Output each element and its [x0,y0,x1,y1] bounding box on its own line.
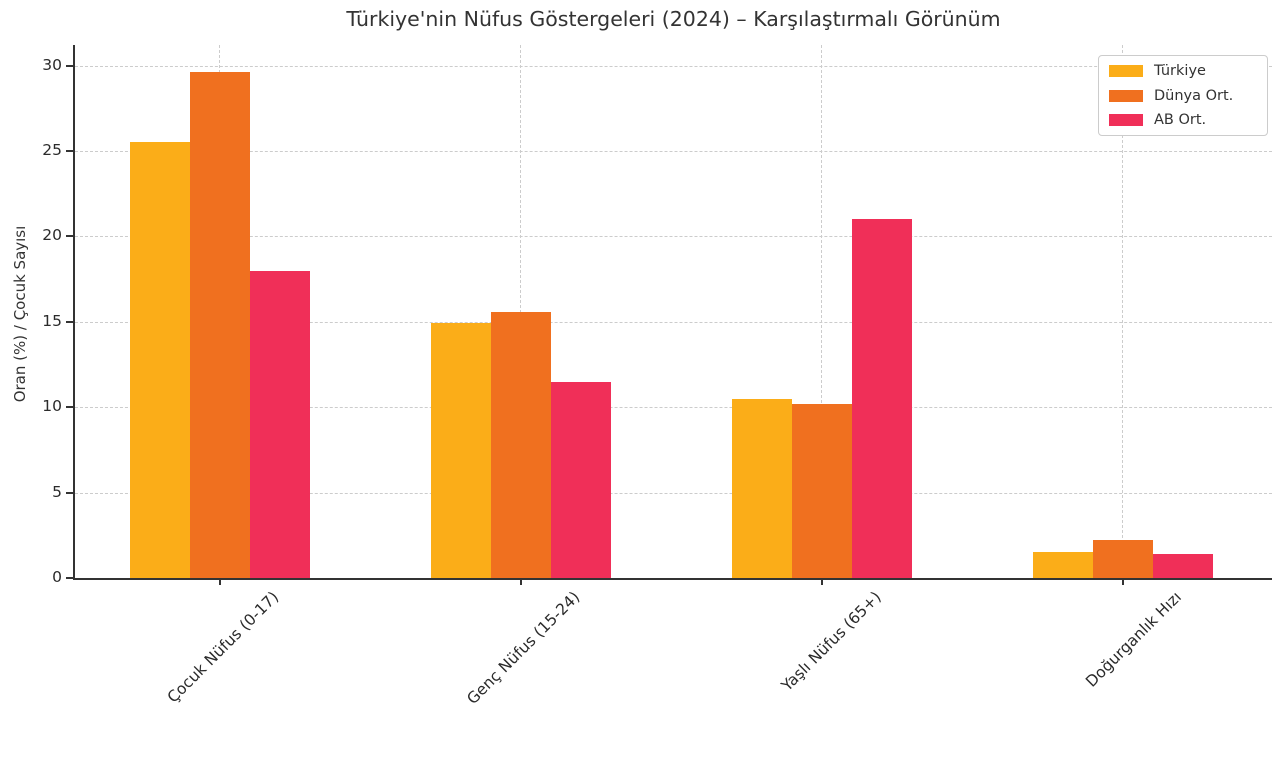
bar [851,219,912,578]
y-tick-label: 0 [52,568,62,586]
legend-swatch [1109,89,1143,102]
y-tick-label: 5 [52,482,62,501]
legend-label: AB Ort. [1154,112,1207,128]
bar [189,72,250,578]
legend-label: Dünya Ort. [1154,87,1234,104]
bar [731,398,792,578]
horizontal-gridline [75,492,1272,494]
legend-swatch [1109,65,1143,77]
bar [550,381,611,578]
x-tick-label: Doğurganlık Hızı [1082,588,1186,691]
y-tick-label: 20 [42,226,62,245]
x-tick-mark [218,578,221,585]
legend-item: AB Ort. [1109,112,1257,128]
bar [1032,552,1093,578]
horizontal-gridline [75,321,1272,323]
plot-area [75,45,1272,578]
bar [129,142,190,578]
legend-label: Türkiye [1154,63,1206,79]
y-tick-mark [66,149,73,152]
legend-item: Dünya Ort. [1109,88,1257,104]
bar [430,323,491,578]
bar [490,311,551,578]
x-tick-mark [519,578,522,585]
y-tick-label: 10 [42,397,62,416]
bar [249,270,310,578]
y-tick-mark [66,577,73,579]
y-tick-mark [66,491,73,494]
legend-swatch [1109,114,1143,126]
x-tick-mark [820,578,823,585]
y-tick-mark [66,64,73,67]
y-axis-spine [73,45,75,580]
bar [1092,540,1153,578]
horizontal-gridline [75,150,1272,152]
legend-item: Türkiye [1109,63,1257,79]
x-tick-mark [1121,578,1124,585]
y-tick-mark [66,235,73,238]
y-tick-label: 30 [42,55,62,74]
horizontal-gridline [75,65,1272,67]
bar [791,403,852,578]
x-tick-label: Yaşlı Nüfus (65+) [777,588,885,695]
vertical-gridline [1121,45,1123,578]
horizontal-gridline [75,407,1272,409]
vertical-gridline [820,45,822,578]
legend: Türkiye Dünya Ort. AB Ort. [1098,55,1268,136]
y-tick-label: 15 [42,311,62,330]
chart-title: Türkiye'nin Nüfus Göstergeleri (2024) – … [346,7,1001,31]
x-tick-label: Çocuk Nüfus (0-17) [163,588,283,707]
y-tick-label: 25 [42,140,62,159]
y-tick-mark [66,406,73,409]
bar [1152,554,1213,578]
horizontal-gridline [75,236,1272,238]
x-axis-spine [73,578,1272,580]
y-tick-mark [66,320,73,323]
x-tick-label: Genç Nüfus (15-24) [463,588,584,708]
